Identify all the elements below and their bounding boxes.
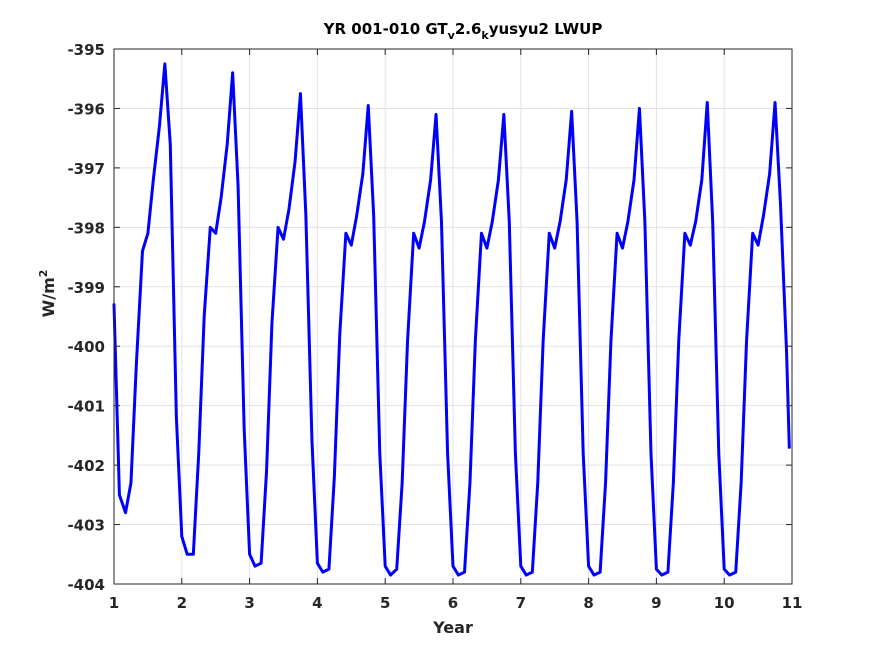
- chart-title-part: 2.6: [455, 20, 482, 38]
- y-tick-labels: -404 -403 -402 -401 -400 -399 -398 -397 -396 -395: [67, 41, 105, 594]
- x-tick-label: 7: [516, 594, 526, 612]
- x-tick-label: 5: [380, 594, 390, 612]
- x-axis-title: Year: [432, 618, 473, 637]
- y-tick-label: -397: [67, 160, 105, 178]
- x-tick-label: 11: [782, 594, 803, 612]
- y-tick-label: -402: [67, 457, 105, 475]
- y-tick-label: -399: [67, 279, 105, 297]
- axis-ticks: [113, 48, 793, 585]
- x-tick-label: 10: [714, 594, 735, 612]
- y-axis-title-superscript: 2: [37, 270, 50, 278]
- chart-title-subscript: k: [481, 29, 489, 42]
- x-tick-label: 1: [109, 594, 119, 612]
- y-tick-label: -403: [67, 517, 105, 535]
- x-tick-label: 6: [448, 594, 458, 612]
- x-tick-label: 8: [583, 594, 593, 612]
- chart-title: YR 001-010 GTv2.6kyusyu2 LWUP: [323, 20, 603, 42]
- y-tick-label: -396: [67, 100, 105, 118]
- chart-title-subscript: v: [448, 29, 456, 42]
- chart-title-part: YR 001-010 GT: [323, 20, 449, 38]
- series-layer: [112, 62, 791, 577]
- x-tick-label: 4: [312, 594, 322, 612]
- series-line: [112, 62, 791, 577]
- x-tick-label: 3: [244, 594, 254, 612]
- y-axis-title: W/m2: [37, 270, 58, 318]
- y-tick-label: -401: [67, 398, 105, 416]
- x-tick-labels: 1 2 3 4 5 6 7 8 9 10 11: [109, 594, 803, 612]
- y-tick-label: -400: [67, 338, 105, 356]
- y-tick-label: -398: [67, 219, 105, 237]
- y-tick-label: -404: [67, 576, 105, 594]
- chart-title-part: yusyu2 LWUP: [489, 20, 603, 38]
- x-tick-label: 9: [651, 594, 661, 612]
- y-axis-title-base: W/m: [39, 277, 58, 317]
- y-tick-label: -395: [67, 41, 105, 59]
- x-tick-label: 2: [177, 594, 187, 612]
